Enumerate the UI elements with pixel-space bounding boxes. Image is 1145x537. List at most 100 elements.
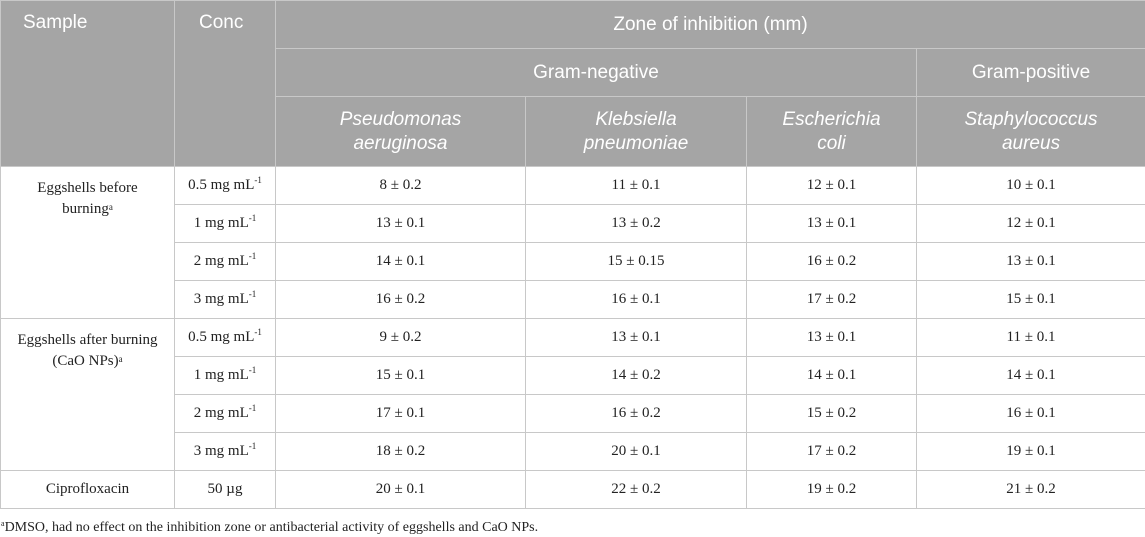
table-footnote: aDMSO, had no effect on the inhibition z… — [1, 519, 539, 536]
value-cell: 12 ± 0.1 — [746, 166, 917, 205]
value-cell: 16 ± 0.2 — [525, 394, 747, 433]
table-row: 2 mg mL-1 14 ± 0.1 15 ± 0.15 16 ± 0.2 13… — [1, 242, 1145, 281]
conc-value: 3 mg mL — [193, 291, 249, 307]
species-genus: Staphylococcus — [964, 108, 1098, 130]
value-cell: 14 ± 0.2 — [525, 356, 747, 395]
table-row: Eggshells after burning (CaO NPs)a 0.5 mg… — [0, 318, 1145, 471]
sample-label: burning — [62, 201, 109, 217]
conc-exponent: -1 — [248, 289, 257, 299]
sample-label: Eggshells before — [37, 180, 138, 196]
value-cell: 13 ± 0.1 — [746, 204, 917, 243]
value-cell: 16 ± 0.1 — [915, 394, 1145, 433]
conc-exponent: -1 — [248, 441, 257, 451]
sample-label: (CaO NPs) — [52, 353, 119, 369]
conc-value: 0.5 mg mL — [188, 329, 255, 345]
value-cell: 14 ± 0.1 — [746, 356, 917, 395]
table-row: 1 mg mL-1 13 ± 0.1 13 ± 0.2 13 ± 0.1 12 … — [1, 204, 1145, 243]
value-cell: 13 ± 0.2 — [525, 204, 747, 243]
conc-cell: 0.5 mg mL-1 — [174, 166, 276, 205]
table-row: 2 mg mL-1 17 ± 0.1 16 ± 0.2 15 ± 0.2 16 … — [1, 394, 1145, 433]
value-cell: 13 ± 0.1 — [275, 204, 526, 243]
header-conc: Conc — [174, 0, 276, 167]
conc-exponent: -1 — [254, 175, 262, 185]
value-cell: 21 ± 0.2 — [915, 470, 1145, 509]
table-body: Eggshells before burninga 0.5 mg mL-1 8 ±… — [0, 166, 1145, 509]
value-cell: 20 ± 0.1 — [525, 432, 747, 471]
conc-value: 1 mg mL — [193, 215, 249, 231]
sample-label: Eggshells after burning — [17, 332, 158, 348]
header-species-klebsiella: Klebsiella pneumoniae — [525, 96, 747, 167]
value-cell: 19 ± 0.1 — [915, 432, 1145, 471]
inhibition-zone-table: Sample Conc Zone of inhibition (mm) Gram… — [0, 0, 1145, 509]
sample-cell: Eggshells after burning (CaO NPs)a — [0, 318, 175, 471]
conc-exponent: -1 — [248, 365, 257, 375]
species-genus: Pseudomonas — [339, 108, 462, 130]
value-cell: 13 ± 0.1 — [525, 318, 747, 357]
conc-cell: 1 mg mL-1 — [174, 356, 276, 395]
conc-value: 50 µg — [207, 481, 243, 497]
value-cell: 17 ± 0.2 — [746, 280, 917, 319]
species-epithet: aureus — [1001, 132, 1061, 154]
conc-cell: 2 mg mL-1 — [174, 242, 276, 281]
conc-cell: 50 µg — [174, 470, 276, 509]
conc-cell: 3 mg mL-1 — [174, 432, 276, 471]
table-row: 1 mg mL-1 15 ± 0.1 14 ± 0.2 14 ± 0.1 14 … — [1, 356, 1145, 395]
value-cell: 15 ± 0.2 — [746, 394, 917, 433]
value-cell: 15 ± 0.15 — [525, 242, 747, 281]
sample-label: Ciprofloxacin — [45, 481, 130, 497]
conc-value: 2 mg mL — [193, 405, 249, 421]
conc-exponent: -1 — [248, 213, 257, 223]
table-row: 3 mg mL-1 18 ± 0.2 20 ± 0.1 17 ± 0.2 19 … — [1, 432, 1145, 471]
sample-cell: Ciprofloxacin — [0, 470, 175, 509]
value-cell: 17 ± 0.1 — [275, 394, 526, 433]
value-cell: 18 ± 0.2 — [275, 432, 526, 471]
conc-cell: 2 mg mL-1 — [174, 394, 276, 433]
value-cell: 16 ± 0.2 — [746, 242, 917, 281]
species-genus: Escherichia — [782, 108, 881, 130]
value-cell: 11 ± 0.1 — [525, 166, 747, 205]
footnote-marker: a — [1, 519, 5, 528]
value-cell: 13 ± 0.1 — [915, 242, 1145, 281]
header-species-staphylococcus: Staphylococcus aureus — [915, 96, 1145, 167]
value-cell: 16 ± 0.2 — [275, 280, 526, 319]
value-cell: 11 ± 0.1 — [915, 318, 1145, 357]
value-cell: 13 ± 0.1 — [746, 318, 917, 357]
sample-cell: Eggshells before burninga — [0, 166, 175, 319]
value-cell: 17 ± 0.2 — [746, 432, 917, 471]
conc-value: 1 mg mL — [193, 367, 249, 383]
header-gram-negative: Gram-negative — [275, 48, 917, 97]
footnote-text: DMSO, had no effect on the inhibition zo… — [4, 520, 539, 535]
species-genus: Klebsiella — [595, 108, 677, 130]
value-cell: 9 ± 0.2 — [275, 318, 526, 357]
conc-value: 2 mg mL — [193, 253, 249, 269]
conc-exponent: -1 — [254, 327, 262, 337]
value-cell: 15 ± 0.1 — [275, 356, 526, 395]
header-gram-positive: Gram-positive — [915, 48, 1145, 97]
conc-value: 0.5 mg mL — [188, 177, 255, 193]
value-cell: 14 ± 0.1 — [275, 242, 526, 281]
conc-exponent: -1 — [248, 251, 257, 261]
conc-cell: 0.5 mg mL-1 — [174, 318, 276, 357]
header-sample: Sample — [0, 0, 175, 167]
table-row: Eggshells before burninga 0.5 mg mL-1 8 ±… — [0, 166, 1145, 319]
value-cell: 14 ± 0.1 — [915, 356, 1145, 395]
species-epithet: coli — [817, 132, 846, 154]
value-cell: 8 ± 0.2 — [275, 166, 526, 205]
table-row: 3 mg mL-1 16 ± 0.2 16 ± 0.1 17 ± 0.2 15 … — [1, 280, 1145, 319]
footnote-marker: a — [118, 354, 123, 364]
value-cell: 12 ± 0.1 — [915, 204, 1145, 243]
header-species-escherichia: Escherichia coli — [746, 96, 917, 167]
value-cell: 22 ± 0.2 — [525, 470, 747, 509]
value-cell: 10 ± 0.1 — [915, 166, 1145, 205]
species-epithet: aeruginosa — [353, 132, 448, 154]
conc-cell: 3 mg mL-1 — [174, 280, 276, 319]
table-header: Sample Conc Zone of inhibition (mm) Gram… — [0, 0, 1145, 167]
value-cell: 16 ± 0.1 — [525, 280, 747, 319]
conc-cell: 1 mg mL-1 — [174, 204, 276, 243]
conc-value: 3 mg mL — [193, 443, 249, 459]
species-epithet: pneumoniae — [583, 132, 689, 154]
header-species-pseudomonas: Pseudomonas aeruginosa — [275, 96, 526, 167]
header-zone-of-inhibition: Zone of inhibition (mm) — [274, 0, 1145, 49]
table-row: Ciprofloxacin 50 µg 20 ± 0.1 22 ± 0.2 19… — [0, 470, 1145, 509]
conc-exponent: -1 — [248, 403, 257, 413]
